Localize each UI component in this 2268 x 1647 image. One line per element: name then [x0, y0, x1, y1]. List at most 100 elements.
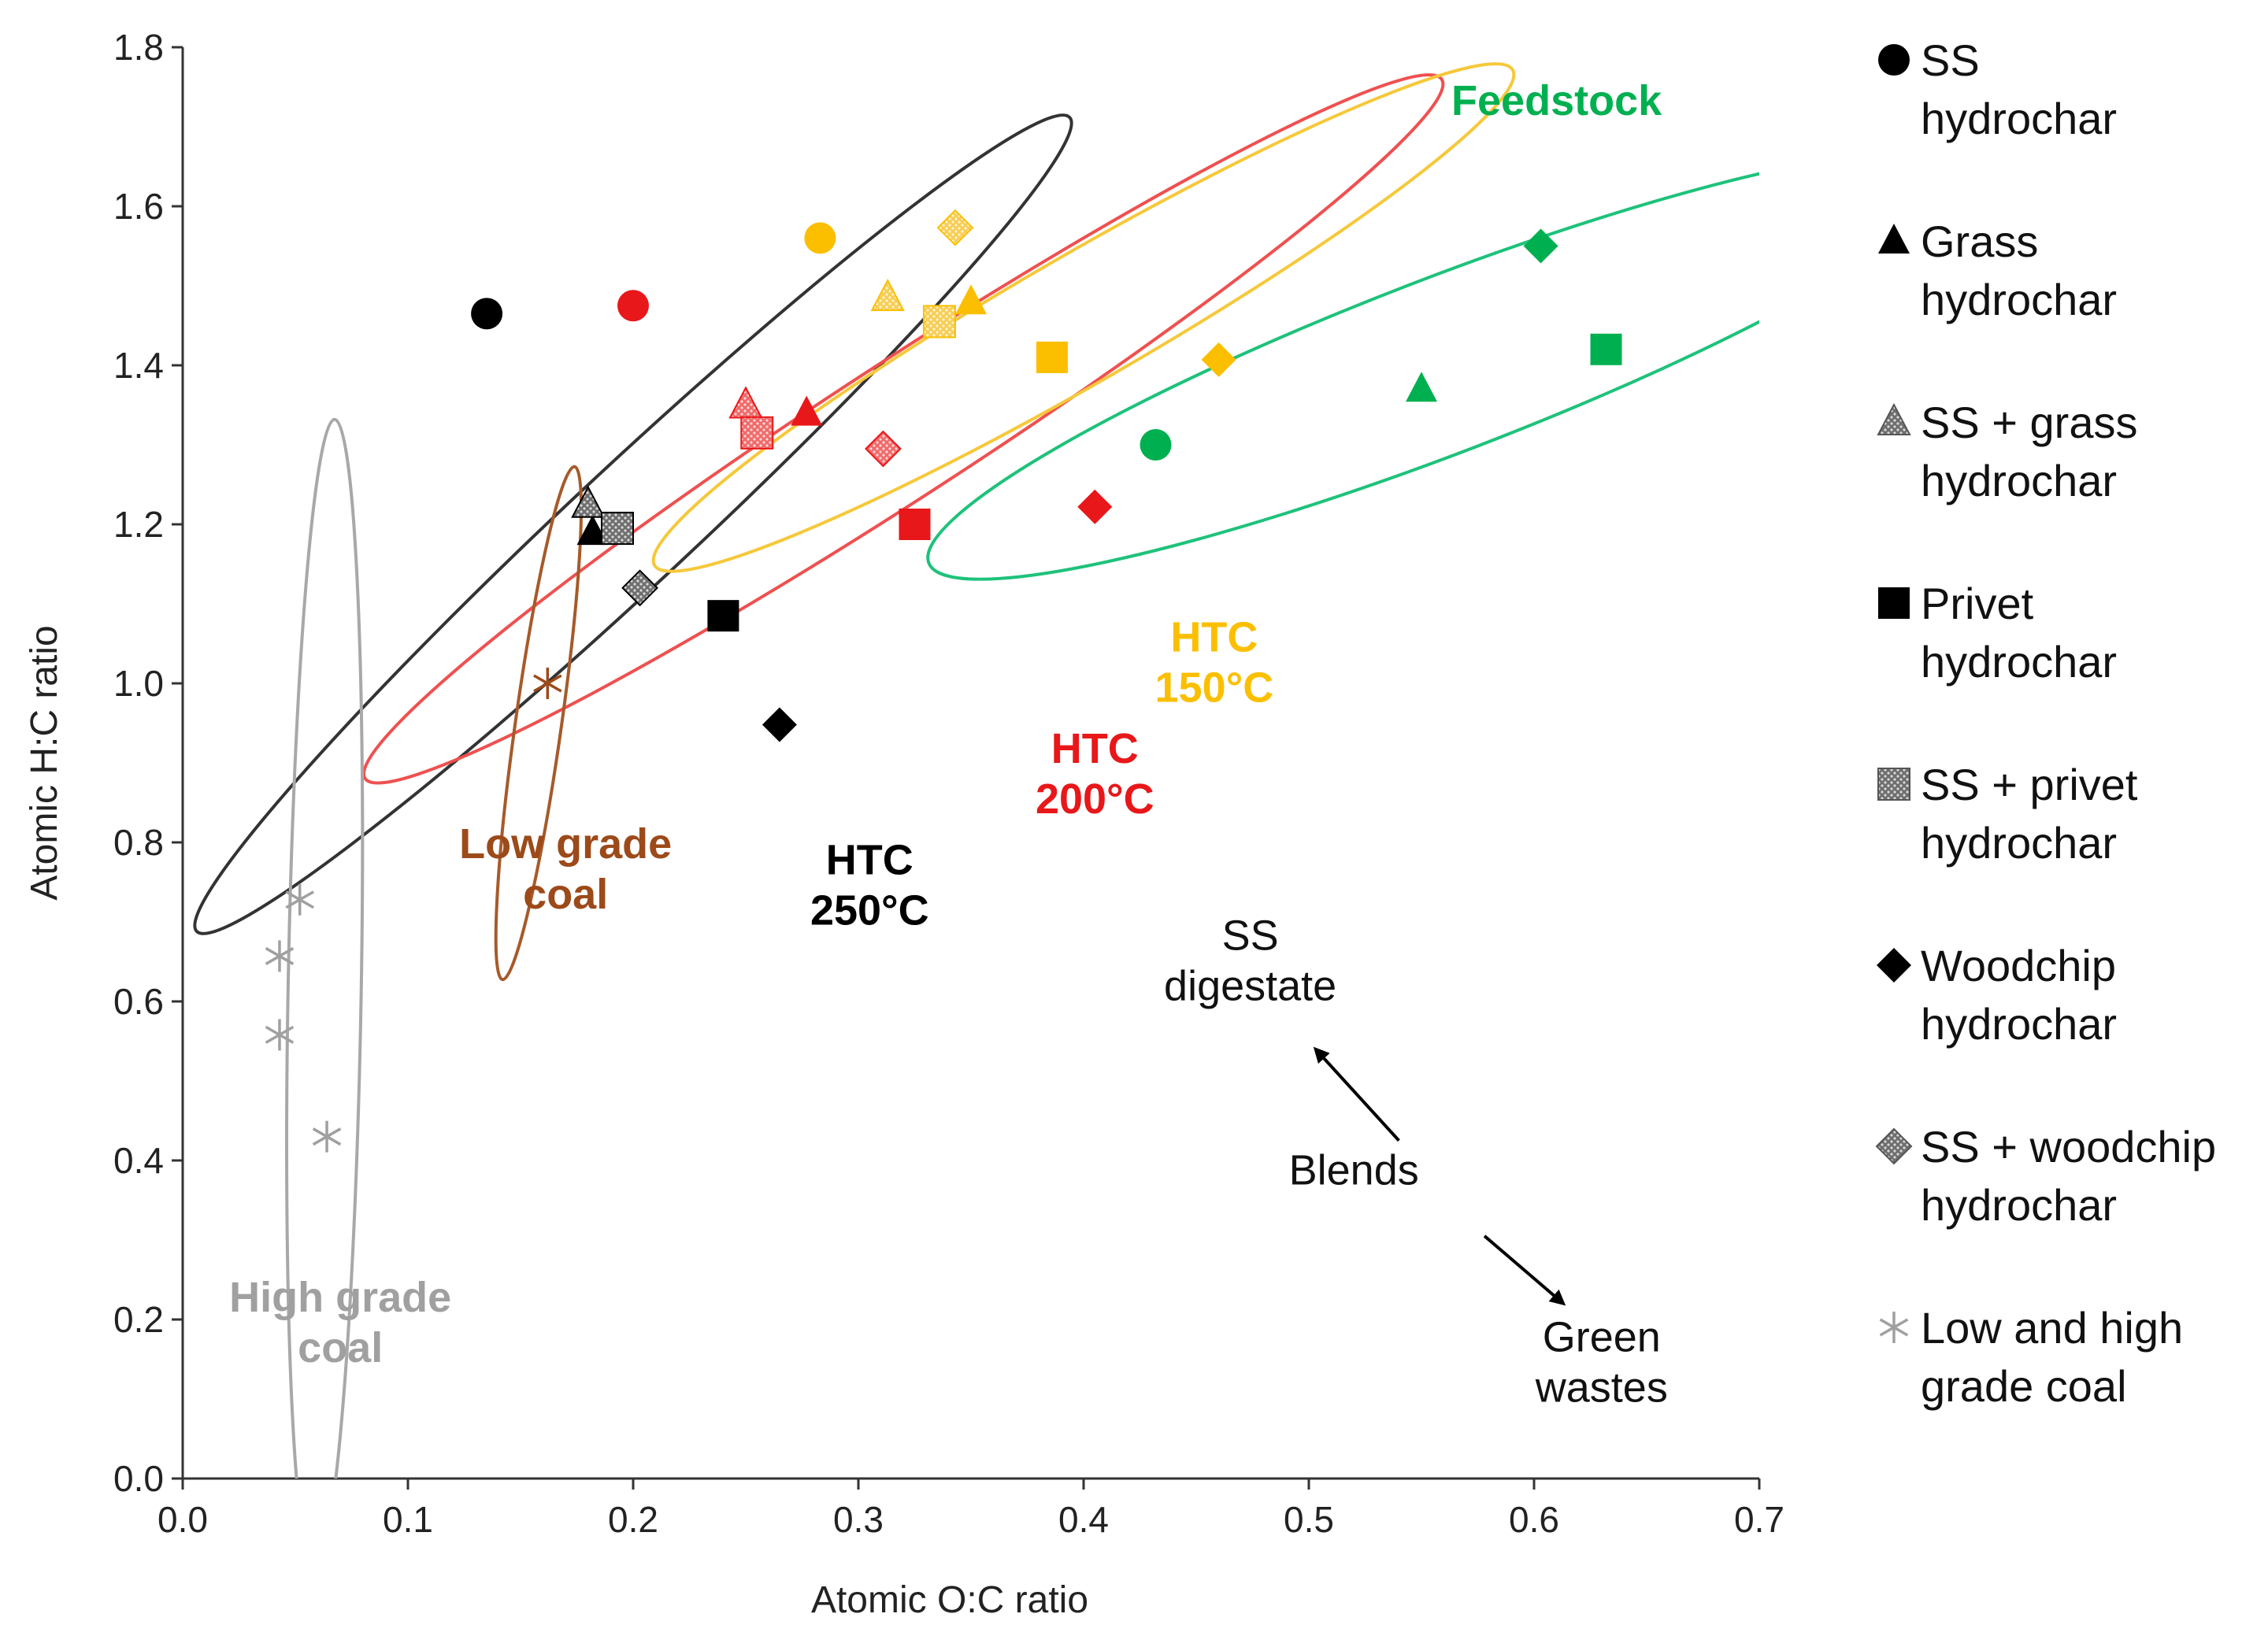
legend-entry: SS + woodchip hydrochar: [1875, 1122, 2216, 1230]
point-diamond-htc250: [762, 707, 797, 742]
point-asterisk-high_coal: [265, 1019, 295, 1051]
x-tick-label: 0.5: [1284, 1499, 1334, 1540]
group-ellipses: [193, 62, 1759, 1479]
point-triangle-textured-htc150: [870, 279, 905, 312]
point-triangle-textured-htc200: [728, 386, 763, 419]
point-diamond-textured-htc200: [865, 430, 902, 468]
legend-label: hydrochar: [1921, 275, 2117, 324]
legend-label: hydrochar: [1921, 94, 2117, 143]
point-asterisk-high_coal: [285, 883, 314, 916]
x-tick-label: 0.7: [1734, 1499, 1784, 1540]
legend-entry: Privet hydrochar: [1878, 579, 2117, 687]
legend-label: grade coal: [1921, 1361, 2127, 1411]
legend-marker-square-textured: [1877, 768, 1910, 801]
point-triangle-textured-htc250: [571, 485, 606, 518]
ellipse-red: [362, 73, 1445, 785]
legend-marker-triangle-textured: [1877, 402, 1911, 435]
legend-marker-diamond-textured: [1875, 1127, 1913, 1165]
legend-marker-triangle: [1878, 224, 1910, 254]
point-diamond-textured-htc150: [936, 209, 974, 246]
x-axis: 0.0 0.1 0.2 0.3 0.4 0.5 0.6 0.7: [158, 1477, 1784, 1540]
legend-label: SS + woodchip: [1921, 1122, 2216, 1171]
y-tick-label: 0.6: [113, 981, 164, 1022]
point-square-htc200: [899, 509, 931, 540]
x-tick-label: 0.2: [608, 1499, 658, 1540]
legend-label: SS: [1921, 35, 1980, 85]
y-tick-label: 1.4: [113, 345, 164, 386]
annotation-ss-digestate: SS digestate: [1164, 912, 1336, 1009]
point-circle-feedstock: [1140, 429, 1172, 461]
annotation-feedstock: Feedstock: [1451, 77, 1662, 124]
point-diamond-feedstock: [1523, 228, 1558, 264]
y-ticks: 0.0 0.2 0.4 0.6 0.8 1.0 1.2 1.4 1.6 1.8: [113, 27, 183, 1499]
y-axis: 0.0 0.2 0.4 0.6 0.8 1.0 1.2 1.4 1.6 1.8: [113, 27, 184, 1499]
annotation-high-coal: High grade coal: [229, 1274, 451, 1371]
trend-arrow: [1483, 1234, 1566, 1306]
point-square-feedstock: [1590, 333, 1622, 365]
y-axis-title: Atomic H:C ratio: [24, 625, 65, 900]
point-asterisk-high_coal: [312, 1120, 342, 1153]
annotation-line: SS: [1222, 912, 1279, 959]
annotation-htc200: HTC 200°C: [1036, 725, 1154, 823]
annotation-low-coal: Low grade coal: [459, 820, 672, 918]
point-square-htc250: [707, 600, 739, 632]
ellipse-gray: [285, 417, 365, 1479]
legend-entry: Grass hydrochar: [1878, 217, 2117, 324]
point-asterisk-low_coal: [533, 668, 562, 699]
annotation-line: coal: [298, 1324, 383, 1371]
annotation-line: High grade: [229, 1274, 451, 1321]
x-tick-label: 0.3: [833, 1499, 884, 1540]
annotation-blends: Blends: [1289, 1146, 1419, 1194]
annotation-line: HTC: [826, 836, 914, 883]
point-diamond-htc150: [1201, 342, 1236, 377]
legend-label: Privet: [1921, 579, 2034, 628]
annotation-green-wastes: Green wastes: [1535, 1313, 1668, 1411]
point-square-textured-htc250: [600, 512, 634, 546]
y-tick-label: 1.2: [113, 504, 164, 545]
legend-label: SS + privet: [1921, 760, 2138, 809]
annotation-line: digestate: [1164, 962, 1336, 1009]
x-axis-title: Atomic O:C ratio: [811, 1579, 1088, 1621]
legend: SS hydrochar Grass hydrochar SS + grass hydro…: [1875, 35, 2216, 1411]
point-square-textured-htc200: [740, 416, 774, 450]
legend-label: hydrochar: [1921, 999, 2117, 1049]
legend-label: hydrochar: [1921, 637, 2117, 687]
annotation-line: 200°C: [1036, 775, 1154, 823]
legend-label: hydrochar: [1921, 456, 2117, 505]
annotation-line: Green: [1543, 1313, 1661, 1360]
legend-entry: Woodchip hydrochar: [1877, 941, 2117, 1049]
annotation-htc150: HTC 150°C: [1155, 614, 1274, 712]
point-triangle-htc150: [955, 284, 987, 315]
y-tick-label: 1.6: [113, 186, 164, 227]
legend-entry: SS hydrochar: [1878, 35, 2117, 143]
point-square-htc150: [1036, 341, 1068, 373]
legend-marker-square: [1878, 587, 1910, 619]
y-tick-label: 0.4: [113, 1140, 164, 1181]
y-tick-label: 1.0: [113, 663, 164, 704]
y-tick-label: 0.2: [113, 1299, 164, 1340]
annotation-line: Low grade: [459, 820, 672, 868]
legend-label: hydrochar: [1921, 818, 2117, 868]
annotation-line: Feedstock: [1451, 77, 1662, 124]
annotation-htc250: HTC 250°C: [810, 836, 929, 934]
annotation-line: 150°C: [1155, 664, 1274, 712]
point-asterisk-high_coal: [265, 940, 295, 972]
legend-label: Woodchip: [1921, 941, 2116, 990]
annotation-line: wastes: [1535, 1364, 1668, 1411]
x-tick-label: 0.6: [1509, 1499, 1559, 1540]
y-tick-label: 0.0: [113, 1458, 164, 1499]
x-tick-label: 0.1: [383, 1499, 433, 1540]
point-triangle-htc200: [791, 395, 823, 426]
ellipse-green: [926, 150, 1759, 581]
legend-entry: SS + privet hydrochar: [1877, 760, 2138, 868]
legend-marker-circle: [1878, 44, 1910, 76]
arrows: [1313, 1046, 1566, 1306]
x-tick-label: 0.0: [158, 1499, 208, 1540]
ellipse-black: [193, 113, 1073, 935]
data-points: [265, 209, 1622, 1153]
y-tick-label: 0.8: [113, 822, 164, 863]
y-tick-label: 1.8: [113, 27, 164, 68]
annotation-line: Blends: [1289, 1146, 1419, 1194]
